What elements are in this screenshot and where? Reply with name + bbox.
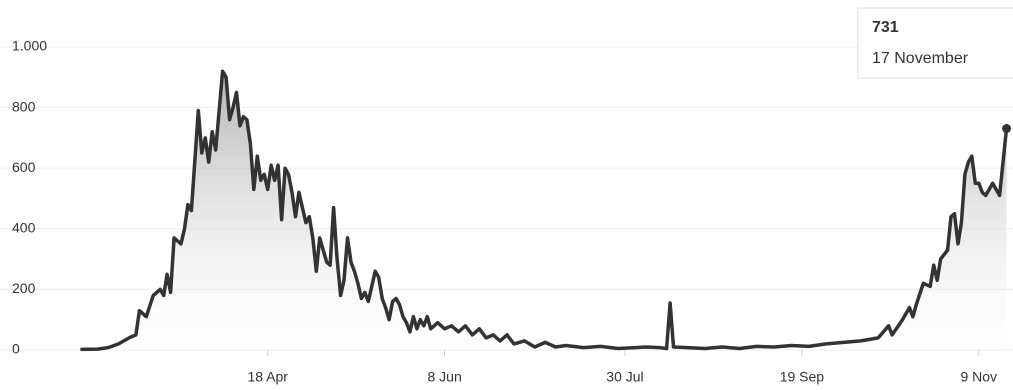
y-tick-label: 200: [12, 280, 36, 296]
tooltip: 731 17 November: [857, 7, 1013, 79]
tooltip-date: 17 November: [872, 50, 969, 67]
y-tick-label: 800: [12, 98, 36, 114]
tooltip-box: [857, 7, 1013, 79]
area: [80, 71, 1007, 350]
x-tick-label: 8 Jun: [427, 369, 461, 385]
x-tick-label: 18 Apr: [247, 369, 288, 385]
y-tick-label: 1.000: [12, 38, 47, 54]
line: [80, 69, 1009, 352]
grid: 0 200 400 600 800 1.000 18 Apr 8 Jun 30 Jul 19 Se…: [0, 38, 1013, 385]
y-tick-label: 400: [12, 220, 36, 236]
y-tick-label: 600: [12, 159, 36, 175]
highlight-point: [1002, 124, 1012, 134]
x-tick-label: 30 Jul: [606, 369, 643, 385]
x-tick-label: 9 Nov: [960, 369, 997, 385]
x-tick-label: 19 Sep: [780, 369, 825, 385]
y-tick-label: 0: [12, 341, 20, 357]
plot: [80, 69, 1012, 352]
tooltip-value: 731: [872, 19, 899, 36]
